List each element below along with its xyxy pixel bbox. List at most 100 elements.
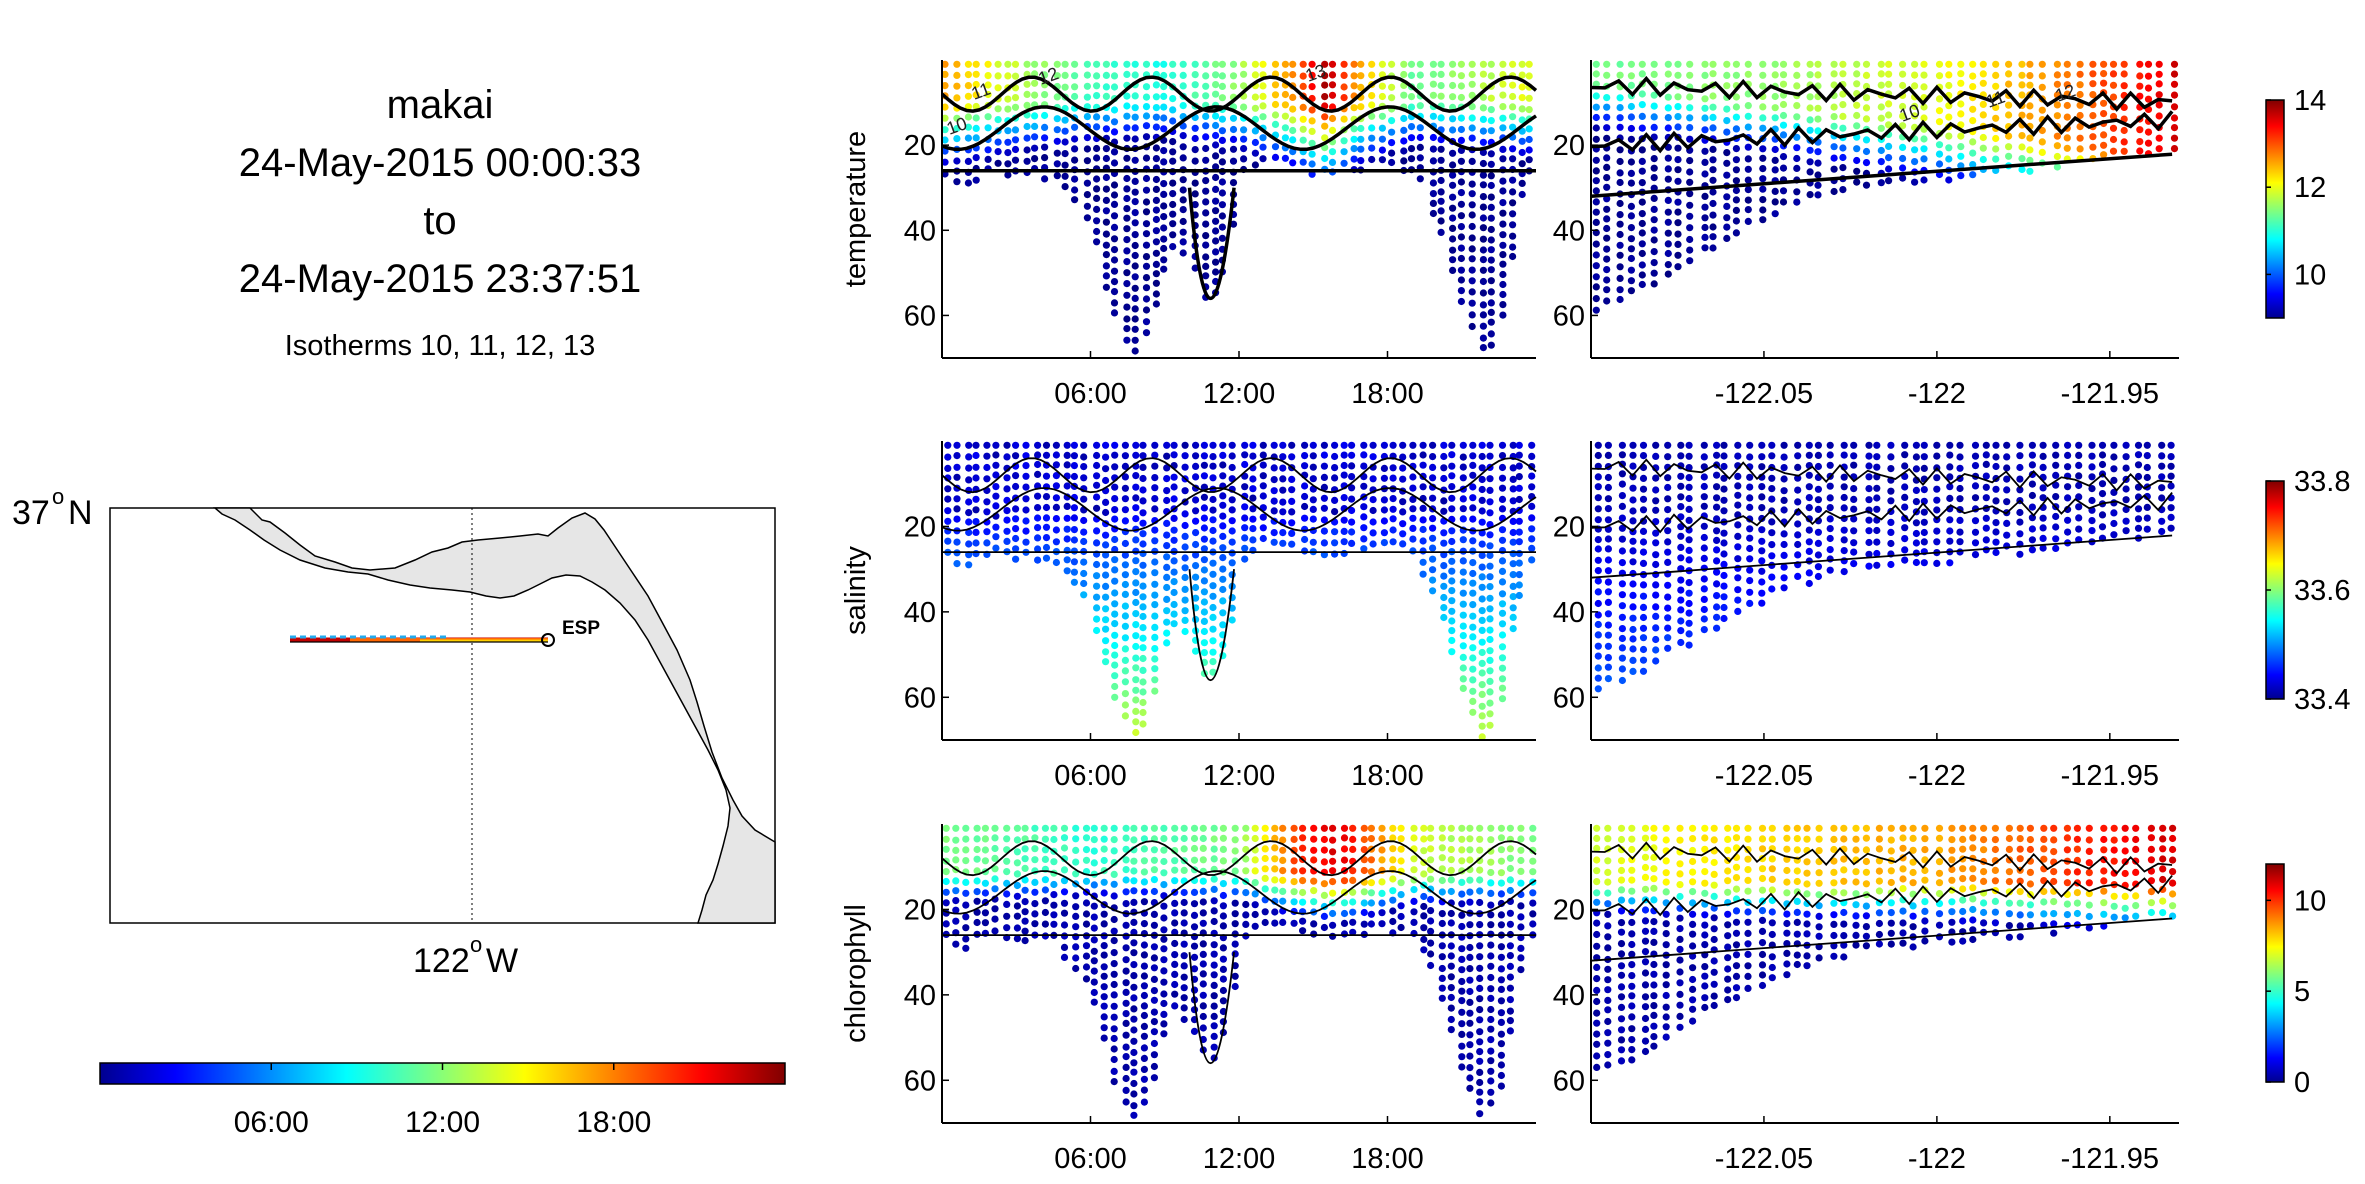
data-point	[1151, 484, 1159, 492]
data-point	[1202, 144, 1210, 153]
data-point	[1946, 451, 1954, 459]
data-point	[1031, 856, 1039, 864]
data-point	[1180, 1004, 1188, 1012]
data-point	[1200, 545, 1208, 553]
data-point	[1814, 60, 1822, 68]
data-point	[1830, 952, 1838, 960]
data-point	[1003, 924, 1011, 932]
data-point	[1111, 600, 1119, 608]
x-tick-label: -121.95	[2061, 760, 2159, 792]
data-point	[1023, 101, 1031, 109]
data-point	[1497, 1009, 1505, 1017]
data-point	[1468, 201, 1476, 209]
data-point	[2170, 70, 2179, 78]
data-point	[1723, 171, 1731, 179]
data-point	[1063, 514, 1071, 522]
data-point	[1080, 453, 1088, 461]
data-point	[1710, 935, 1718, 944]
data-point	[1830, 113, 1838, 121]
data-point	[1720, 539, 1728, 547]
data-point	[1982, 536, 1990, 544]
data-point	[1419, 547, 1427, 555]
data-point	[1479, 127, 1487, 135]
data-point	[965, 498, 973, 506]
data-point	[1288, 475, 1296, 483]
data-point	[1163, 618, 1171, 626]
data-point	[1877, 114, 1885, 122]
data-point	[1518, 83, 1526, 91]
data-point	[1041, 855, 1049, 864]
data-point	[1594, 642, 1602, 650]
data-point	[1249, 515, 1257, 523]
data-point	[2038, 148, 2046, 156]
data-point	[2075, 525, 2083, 533]
data-point	[1921, 917, 1929, 925]
data-point	[1310, 824, 1318, 832]
data-point	[1873, 441, 1881, 449]
data-point	[1478, 551, 1486, 560]
data-point	[1448, 441, 1456, 449]
data-point	[1151, 558, 1159, 566]
data-point	[1676, 956, 1684, 964]
data-point	[1093, 441, 1101, 449]
data-point	[1420, 892, 1428, 901]
data-point	[984, 146, 992, 154]
data-point	[1052, 538, 1060, 546]
data-point	[1360, 503, 1368, 511]
data-point	[1212, 207, 1220, 215]
data-point	[1713, 527, 1721, 535]
data-point	[1163, 519, 1171, 528]
data-point	[1885, 80, 1893, 88]
data-point	[1793, 908, 1801, 917]
data-point	[1945, 81, 1953, 90]
data-point	[1190, 900, 1199, 908]
data-point	[1410, 908, 1418, 916]
data-point	[1840, 526, 1848, 534]
data-point	[1348, 473, 1356, 481]
data-point	[1901, 483, 1909, 491]
data-point	[1525, 106, 1533, 114]
data-point	[1525, 135, 1533, 144]
data-point	[1013, 870, 1022, 878]
data-point	[1689, 985, 1697, 994]
data-point	[1862, 94, 1871, 102]
data-point	[1013, 836, 1022, 844]
data-point	[1123, 154, 1131, 162]
data-point	[1060, 909, 1069, 917]
data-point	[1070, 578, 1078, 586]
data-point	[1662, 869, 1670, 877]
data-point	[1034, 556, 1042, 564]
data-point	[1528, 472, 1536, 480]
data-point	[2026, 845, 2034, 854]
to-label: to	[423, 199, 457, 243]
data-point	[1515, 441, 1523, 449]
y-tick-label: 60	[904, 1065, 936, 1097]
data-point	[1050, 911, 1058, 919]
data-point	[1629, 496, 1637, 504]
data-point	[1279, 529, 1287, 537]
data-point	[1723, 71, 1731, 79]
data-point	[1862, 857, 1870, 866]
data-point	[1497, 879, 1505, 887]
data-point	[2121, 892, 2129, 901]
data-point	[1468, 134, 1476, 142]
data-point	[1151, 505, 1159, 513]
data-point	[1971, 494, 1980, 502]
data-point	[1479, 301, 1487, 309]
data-point	[2028, 503, 2036, 511]
data-point	[1487, 181, 1495, 190]
data-point	[1518, 160, 1526, 168]
data-point	[1171, 857, 1179, 865]
data-point	[1200, 441, 1208, 449]
data-point	[1617, 824, 1626, 832]
data-point	[2089, 70, 2097, 78]
y-tick-label: 20	[904, 130, 936, 162]
data-point	[1921, 835, 1929, 843]
data-point	[2016, 933, 2024, 941]
data-point	[1629, 667, 1637, 676]
data-point	[1083, 214, 1091, 222]
data-point	[1853, 167, 1861, 175]
data-point	[1100, 972, 1108, 980]
data-point	[1190, 844, 1199, 853]
data-point	[1228, 496, 1236, 504]
